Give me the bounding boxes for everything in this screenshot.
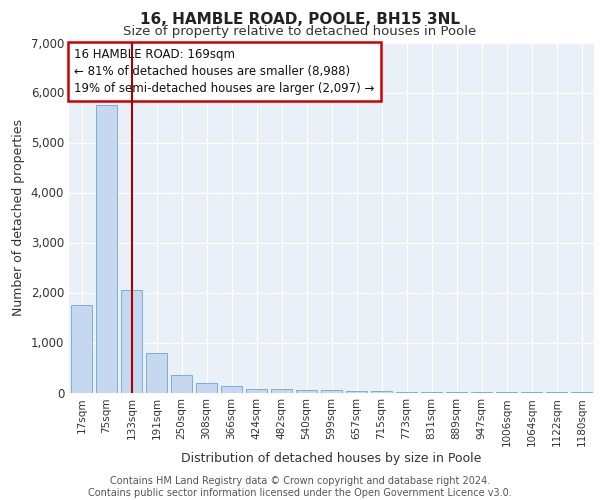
Bar <box>321 390 342 392</box>
Bar <box>121 290 142 392</box>
Text: Size of property relative to detached houses in Poole: Size of property relative to detached ho… <box>124 25 476 38</box>
Bar <box>171 375 192 392</box>
Bar <box>271 389 292 392</box>
Text: 16 HAMBLE ROAD: 169sqm
← 81% of detached houses are smaller (8,988)
19% of semi-: 16 HAMBLE ROAD: 169sqm ← 81% of detached… <box>74 48 374 95</box>
Text: 16, HAMBLE ROAD, POOLE, BH15 3NL: 16, HAMBLE ROAD, POOLE, BH15 3NL <box>140 12 460 28</box>
Bar <box>71 305 92 392</box>
Bar <box>196 382 217 392</box>
Text: Contains HM Land Registry data © Crown copyright and database right 2024.
Contai: Contains HM Land Registry data © Crown c… <box>88 476 512 498</box>
Bar <box>296 390 317 392</box>
Y-axis label: Number of detached properties: Number of detached properties <box>12 119 25 316</box>
Bar <box>221 386 242 392</box>
Bar <box>146 352 167 393</box>
Bar <box>246 388 267 392</box>
X-axis label: Distribution of detached houses by size in Poole: Distribution of detached houses by size … <box>181 452 482 464</box>
Bar <box>371 391 392 392</box>
Bar <box>346 391 367 392</box>
Bar <box>96 105 117 393</box>
